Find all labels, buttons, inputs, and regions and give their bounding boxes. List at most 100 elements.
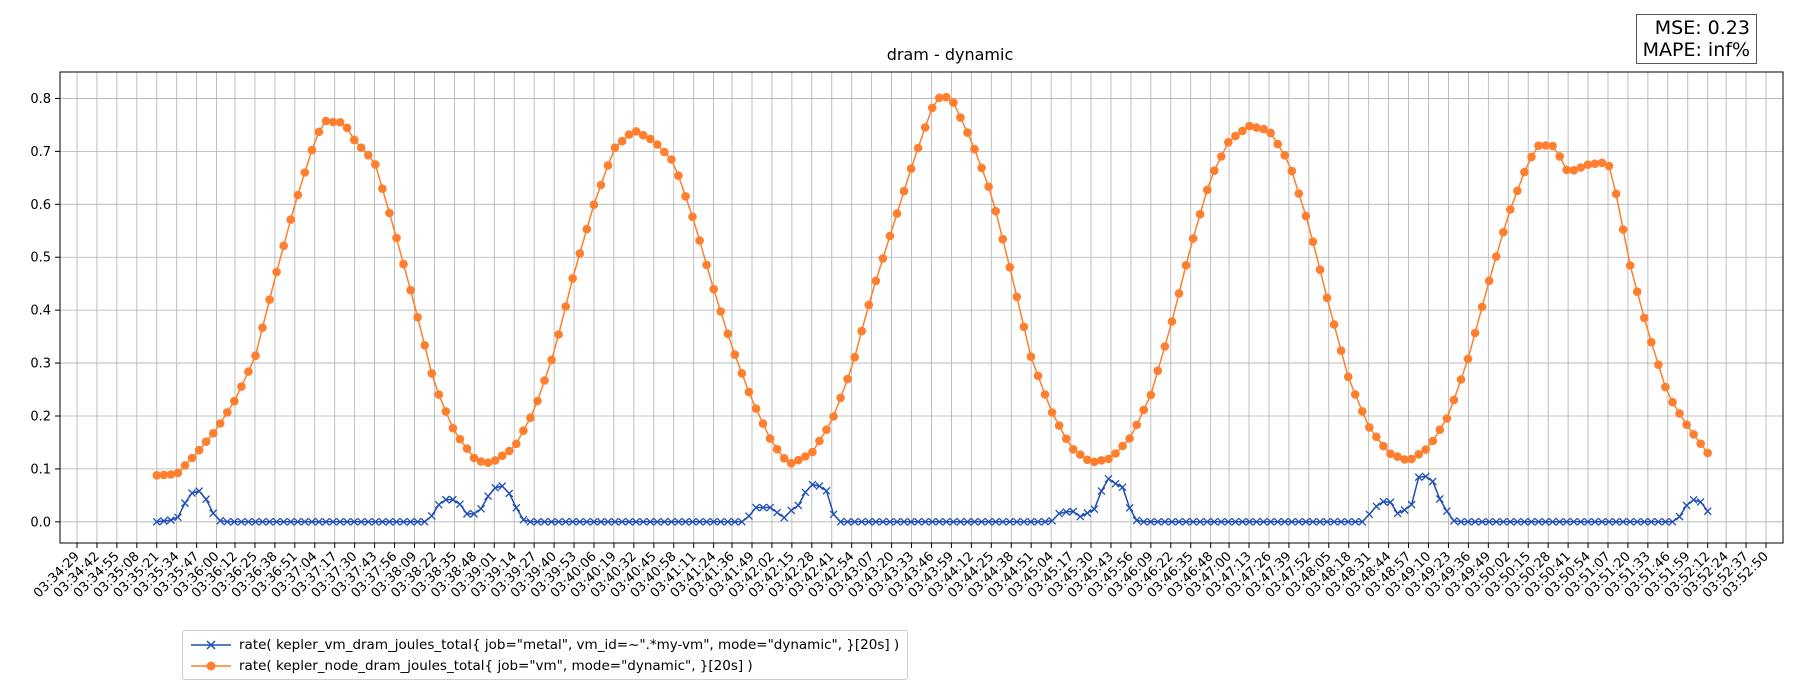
data-point (1682, 501, 1691, 510)
data-point (1111, 479, 1120, 488)
data-point (1266, 517, 1275, 526)
data-point (582, 517, 591, 526)
data-point (1090, 457, 1099, 467)
data-point (1626, 517, 1635, 526)
data-point (1421, 445, 1430, 454)
data-point (1654, 517, 1663, 526)
data-point (497, 451, 507, 461)
data-point (1350, 390, 1360, 399)
data-point (611, 517, 619, 526)
data-point (702, 260, 711, 270)
data-point (1069, 507, 1078, 516)
data-point (632, 517, 641, 526)
data-point (300, 517, 309, 526)
data-point (625, 517, 634, 526)
data-point (505, 446, 514, 456)
y-tick-label: 0.5 (30, 251, 51, 266)
y-tick-label: 0.7 (30, 145, 51, 160)
data-point (920, 123, 930, 132)
data-point (1125, 504, 1134, 512)
data-point (991, 517, 1000, 526)
data-point (195, 487, 204, 496)
series-line (156, 475, 1709, 523)
data-point (215, 419, 225, 428)
legend: rate( kepler_vm_dram_joules_total{ job="… (182, 630, 909, 680)
data-point (272, 517, 281, 526)
data-point (420, 517, 429, 526)
data-point (1379, 497, 1388, 506)
data-point (1005, 517, 1014, 526)
data-point (1076, 450, 1085, 459)
data-point (251, 517, 260, 526)
data-point (173, 468, 183, 478)
data-point (1647, 337, 1656, 347)
data-point (1541, 141, 1550, 150)
data-point (681, 517, 690, 526)
data-point (949, 517, 958, 526)
data-point (413, 517, 422, 526)
data-point (638, 130, 648, 140)
data-point (1435, 425, 1445, 435)
data-point (1520, 517, 1529, 526)
data-point (455, 434, 465, 444)
y-tick-label: 0.0 (30, 515, 51, 530)
data-point (1104, 474, 1113, 483)
data-point (900, 517, 908, 526)
data-point (850, 352, 859, 362)
data-point (181, 499, 189, 508)
data-point (364, 517, 373, 526)
data-point (1068, 445, 1078, 454)
data-point (956, 517, 965, 526)
data-point (998, 234, 1007, 244)
data-point (878, 517, 887, 526)
data-point (392, 233, 401, 243)
data-point (1464, 517, 1472, 526)
data-point (1287, 166, 1297, 176)
data-point (780, 513, 789, 522)
legend-entry-node: rate( kepler_node_dram_joules_total{ job… (191, 655, 899, 676)
data-point (624, 130, 634, 139)
data-point (1590, 517, 1599, 526)
data-point (223, 517, 232, 526)
data-point (667, 155, 676, 164)
data-point (1153, 366, 1163, 376)
data-point (244, 367, 253, 376)
x-axis: 03:34:2903:34:4203:34:5503:35:0803:35:21… (31, 543, 1772, 601)
data-point (935, 93, 944, 103)
data-point (935, 517, 944, 526)
data-point (166, 470, 176, 479)
data-point (1188, 234, 1198, 243)
data-point (752, 503, 760, 512)
data-point (815, 482, 824, 491)
data-point (1238, 126, 1247, 136)
data-point (1231, 131, 1240, 141)
data-point (1048, 516, 1057, 525)
data-point (533, 517, 542, 526)
data-point (977, 163, 986, 173)
data-point (822, 486, 831, 495)
data-point (829, 510, 838, 519)
data-point (857, 326, 866, 336)
data-point (1041, 517, 1049, 526)
data-point (1245, 517, 1254, 526)
data-point (1308, 237, 1318, 246)
data-point (1019, 322, 1029, 332)
data-point (921, 517, 930, 526)
data-point (512, 439, 521, 449)
data-point (737, 369, 747, 378)
data-point (1301, 517, 1310, 526)
legend-label-node: rate( kepler_node_dram_joules_total{ job… (239, 657, 753, 674)
data-point (1611, 189, 1621, 199)
data-point (1026, 517, 1035, 526)
data-point (1400, 455, 1409, 464)
data-point (1217, 517, 1226, 526)
data-point (462, 509, 471, 518)
data-point (1605, 517, 1613, 526)
data-point (843, 374, 852, 384)
data-point (617, 136, 627, 146)
data-point (208, 429, 218, 438)
data-point (1231, 517, 1240, 526)
data-point (1478, 517, 1487, 526)
data-point (1139, 517, 1148, 526)
data-point (1527, 152, 1536, 162)
